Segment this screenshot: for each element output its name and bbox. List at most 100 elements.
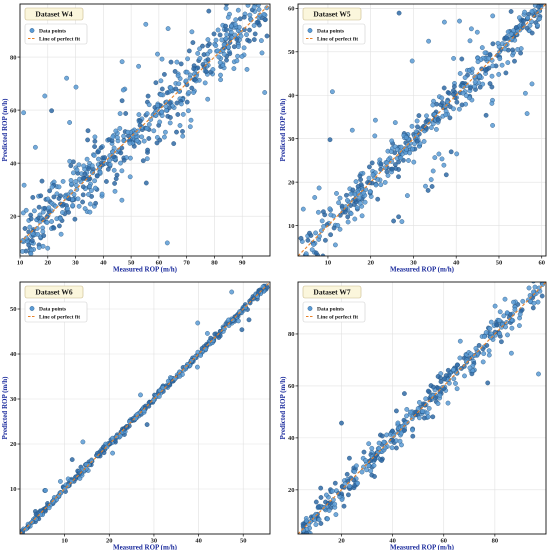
data-point [106, 137, 112, 142]
data-point [348, 269, 352, 273]
data-point [489, 73, 495, 79]
data-point [406, 158, 411, 163]
data-point [405, 193, 410, 198]
data-point [158, 92, 164, 98]
data-point [226, 317, 231, 323]
data-point [217, 60, 223, 65]
data-point [537, 16, 542, 22]
data-point [168, 85, 174, 91]
data-point [430, 102, 436, 108]
data-point [107, 158, 112, 163]
data-point [134, 138, 140, 144]
y-tick-label: 60 [288, 383, 295, 390]
data-point [92, 275, 96, 279]
data-point [145, 93, 151, 99]
x-tick-label: 10 [325, 260, 332, 267]
data-point [415, 406, 421, 411]
data-point [484, 343, 490, 348]
data-point [309, 247, 315, 253]
data-point [119, 98, 125, 104]
data-point [361, 449, 367, 455]
data-point [26, 229, 32, 235]
data-point [92, 178, 97, 184]
legend-marker-points [29, 28, 35, 33]
data-point [437, 392, 443, 398]
data-points-layer [20, 283, 270, 534]
data-point [483, 68, 488, 73]
data-point [264, 285, 270, 290]
data-point [462, 75, 468, 80]
data-point [80, 199, 85, 205]
data-point [117, 433, 123, 439]
data-point [531, 300, 537, 306]
data-point [470, 66, 475, 72]
data-point [188, 117, 194, 123]
data-point [105, 166, 111, 172]
data-point [499, 339, 504, 345]
data-point [153, 80, 159, 86]
data-point [525, 15, 531, 21]
data-point [248, 17, 254, 23]
data-point [223, 27, 229, 33]
data-point [321, 224, 326, 229]
data-point [45, 196, 51, 202]
data-point [403, 420, 409, 426]
data-point [165, 26, 171, 31]
data-point [355, 184, 361, 189]
y-axis-title: Predicted ROP (m/h) [279, 376, 287, 440]
data-point [313, 499, 319, 505]
data-point [36, 245, 42, 250]
data-point [346, 492, 351, 498]
y-tick-label: 40 [10, 351, 17, 358]
data-point [54, 191, 60, 197]
data-point [352, 197, 358, 202]
data-point [467, 365, 473, 371]
x-tick-label: 70 [183, 260, 190, 267]
data-point [257, 12, 263, 18]
data-point [111, 154, 117, 160]
data-point [426, 406, 432, 411]
chart-panel-4: 20 40 60 80 20 40 60 80 Measured ROP (m/h) Predic… [279, 281, 547, 550]
data-point [26, 242, 32, 248]
data-point [262, 90, 268, 95]
y-tick-label: 50 [10, 306, 17, 313]
y-tick-label: 40 [288, 92, 295, 99]
dataset-title-box: Dataset W7 [302, 285, 362, 299]
data-point [454, 362, 460, 368]
data-point [459, 102, 465, 108]
data-point [189, 29, 195, 35]
data-point [457, 18, 462, 24]
data-point [94, 173, 100, 179]
data-point [483, 330, 489, 335]
data-point [146, 102, 152, 108]
data-point [89, 163, 95, 169]
y-tick-label: 40 [10, 160, 17, 167]
data-point [119, 197, 125, 203]
data-point [320, 253, 326, 256]
data-point [119, 145, 125, 151]
data-point [21, 182, 27, 188]
data-point [56, 196, 62, 201]
data-point [513, 25, 519, 30]
data-point [28, 251, 34, 256]
data-point [34, 262, 38, 266]
data-point [120, 87, 126, 93]
data-point [190, 40, 196, 45]
data-point [312, 195, 318, 200]
data-point [128, 155, 133, 161]
legend-box [24, 301, 88, 323]
data-point [154, 140, 160, 146]
data-point [391, 433, 397, 438]
data-point [467, 38, 473, 44]
data-point [163, 104, 169, 109]
data-point [369, 160, 375, 166]
data-point [435, 401, 441, 406]
data-point [184, 69, 190, 75]
data-point [232, 32, 238, 38]
data-point [58, 231, 64, 237]
dataset-title: Dataset W5 [313, 10, 350, 19]
y-tick-label: 60 [10, 107, 17, 114]
data-point [440, 100, 445, 106]
data-point [341, 503, 347, 509]
data-point [490, 13, 496, 19]
